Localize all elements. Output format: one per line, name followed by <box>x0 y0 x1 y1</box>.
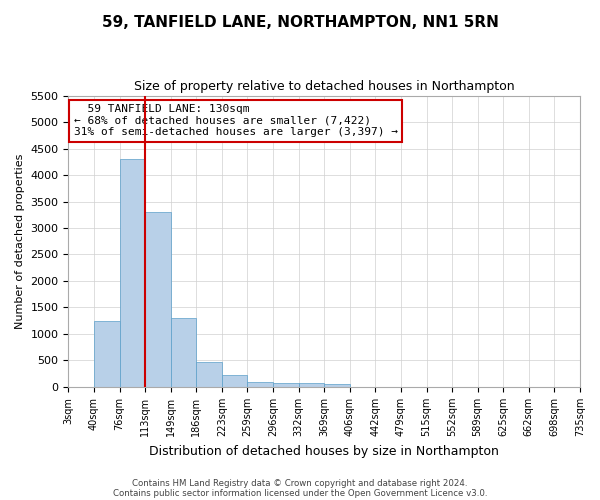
Bar <box>145 212 171 387</box>
Bar <box>119 159 145 387</box>
Text: Contains public sector information licensed under the Open Government Licence v3: Contains public sector information licen… <box>113 488 487 498</box>
Bar <box>273 382 299 387</box>
Bar <box>94 320 119 387</box>
X-axis label: Distribution of detached houses by size in Northampton: Distribution of detached houses by size … <box>149 444 499 458</box>
Title: Size of property relative to detached houses in Northampton: Size of property relative to detached ho… <box>134 80 515 93</box>
Text: 59, TANFIELD LANE, NORTHAMPTON, NN1 5RN: 59, TANFIELD LANE, NORTHAMPTON, NN1 5RN <box>101 15 499 30</box>
Bar <box>196 362 222 387</box>
Bar <box>222 376 247 387</box>
Bar <box>324 384 350 387</box>
Text: 59 TANFIELD LANE: 130sqm  
← 68% of detached houses are smaller (7,422)
31% of s: 59 TANFIELD LANE: 130sqm ← 68% of detach… <box>74 104 398 138</box>
Bar <box>299 383 324 387</box>
Text: Contains HM Land Registry data © Crown copyright and database right 2024.: Contains HM Land Registry data © Crown c… <box>132 478 468 488</box>
Bar <box>247 382 273 387</box>
Y-axis label: Number of detached properties: Number of detached properties <box>15 154 25 329</box>
Bar <box>171 318 196 387</box>
